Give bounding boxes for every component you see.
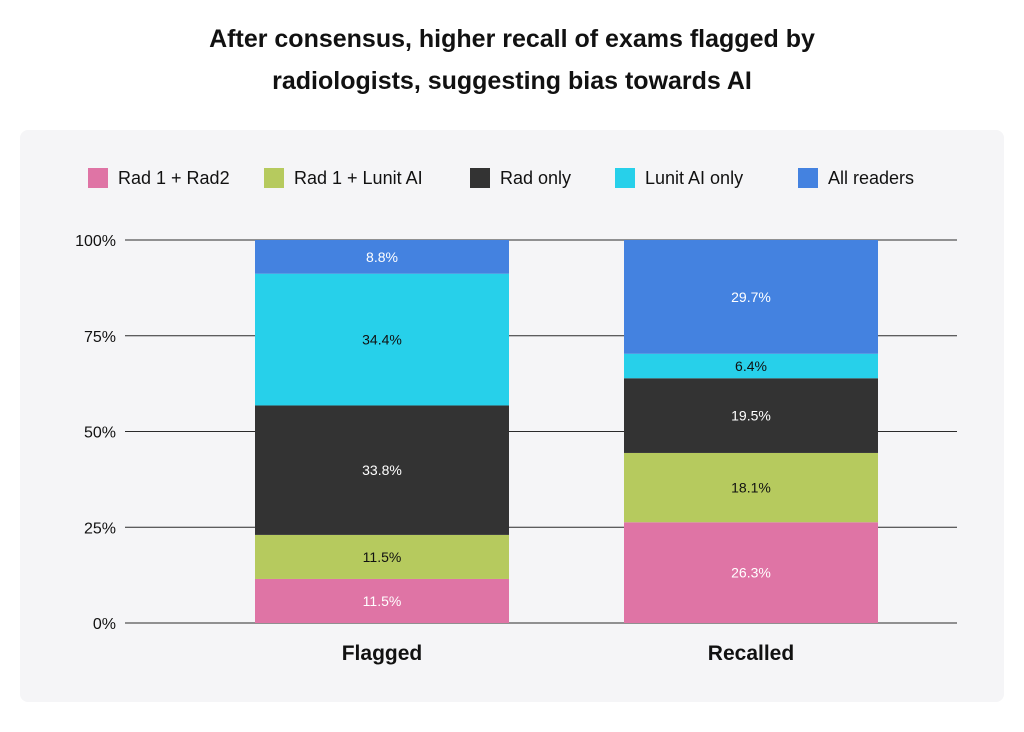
x-category-label: Flagged: [342, 642, 423, 665]
data-label: 19.5%: [731, 408, 771, 424]
legend-item-rad1-rad2: Rad 1 + Rad2: [88, 166, 230, 190]
legend-label: Rad 1 + Lunit AI: [294, 167, 423, 188]
y-tick-label: 75%: [84, 329, 116, 346]
data-label: 33.8%: [362, 462, 402, 478]
bar-segment: [255, 578, 509, 623]
legend-item-lunit-ai-only: Lunit AI only: [615, 166, 743, 190]
plot-area: 0% 25% 50% 75% 100% 11.5% 11.5% 33.8% 34.4% 8.8% F…: [75, 233, 957, 665]
bar-segment: [255, 240, 509, 274]
legend-label: Rad only: [500, 167, 572, 188]
bar-segment: [255, 273, 509, 406]
bar-segment: [624, 452, 878, 523]
y-tick-label: 100%: [75, 233, 116, 250]
legend-swatch: [264, 168, 284, 188]
data-label: 34.4%: [362, 332, 402, 348]
data-label: 26.3%: [731, 565, 771, 581]
bar-segment: [624, 353, 878, 379]
y-tick-label: 0%: [93, 616, 116, 633]
data-label: 11.5%: [363, 549, 402, 565]
bar-segment: [255, 534, 509, 579]
chart-panel: Rad 1 + Rad2 Rad 1 + Lunit AI Rad only L…: [20, 130, 1004, 702]
bar-segment: [255, 405, 509, 535]
data-label: 29.7%: [731, 289, 771, 305]
chart-title-line-2: radiologists, suggesting bias towards AI: [272, 67, 752, 95]
bar-segment: [624, 378, 878, 453]
data-label: 11.5%: [363, 593, 402, 609]
legend-label: Rad 1 + Rad2: [118, 167, 230, 188]
chart-title: After consensus, higher recall of exams …: [0, 18, 1024, 102]
legend-item-rad1-lunit-ai: Rad 1 + Lunit AI: [264, 166, 423, 190]
chart-title-line-1: After consensus, higher recall of exams …: [209, 25, 815, 53]
legend-item-all-readers: All readers: [798, 166, 914, 190]
data-label: 6.4%: [735, 358, 767, 374]
data-label: 18.1%: [731, 480, 771, 496]
x-category-label: Recalled: [708, 642, 794, 665]
legend-swatch: [470, 168, 490, 188]
legend-label: Lunit AI only: [645, 167, 744, 188]
legend-swatch: [88, 168, 108, 188]
y-tick-label: 25%: [84, 520, 116, 537]
legend-item-rad-only: Rad only: [470, 166, 571, 190]
legend-label: All readers: [828, 167, 915, 188]
legend-swatch: [798, 168, 818, 188]
y-tick-label: 50%: [84, 425, 116, 442]
bar-segment: [624, 240, 878, 354]
data-label: 8.8%: [366, 249, 398, 265]
legend-swatch: [615, 168, 635, 188]
bar-segment: [624, 522, 878, 623]
